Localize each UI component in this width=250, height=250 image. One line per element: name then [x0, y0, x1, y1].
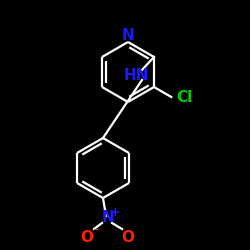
- Text: HN: HN: [123, 68, 149, 82]
- Text: +: +: [110, 206, 120, 218]
- Text: O: O: [80, 230, 94, 246]
- Text: ⁻: ⁻: [92, 226, 98, 239]
- Text: Cl: Cl: [176, 90, 192, 104]
- Text: O: O: [122, 230, 134, 246]
- Text: N: N: [102, 210, 114, 224]
- Text: N: N: [122, 28, 134, 42]
